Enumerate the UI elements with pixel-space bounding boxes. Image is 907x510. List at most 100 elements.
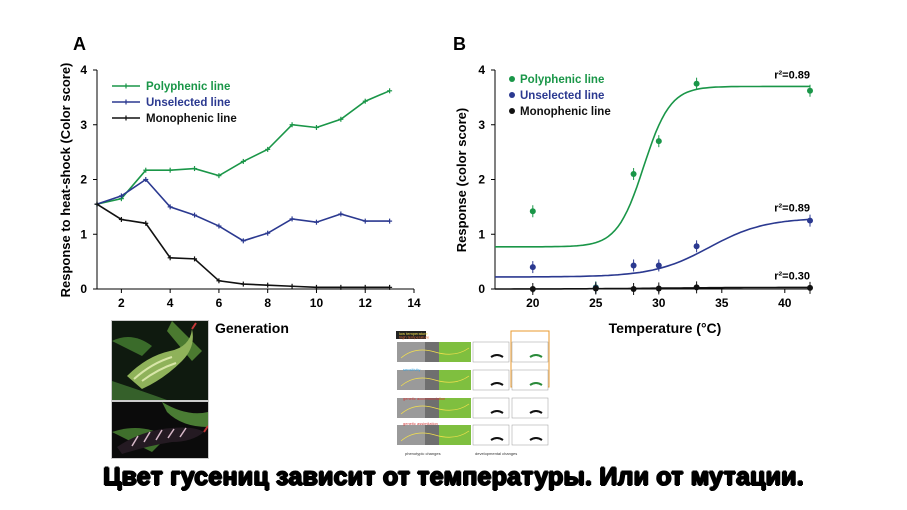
diagram-legend-high: high temperature <box>399 335 430 340</box>
panel-b-letter: B <box>453 34 466 54</box>
diagram-row-box <box>511 397 549 419</box>
panel-a-ytick-label: 3 <box>80 118 87 132</box>
diagram-label-assimilation: genetic assimilation <box>403 421 438 426</box>
panel-b-legend-marker <box>509 92 515 98</box>
panel-b-xlabel: Temperature (°C) <box>609 320 722 336</box>
panel-b-xtick-label: 25 <box>589 296 603 310</box>
panel-b-ytick-label: 1 <box>478 227 485 241</box>
diagram-caterpillar <box>529 437 543 441</box>
diagram-row-green <box>439 370 471 390</box>
diagram-row-box <box>472 369 510 391</box>
diagram-caterpillar <box>529 354 543 358</box>
diagram-row-box <box>511 369 549 391</box>
panel-b-ytick-label: 0 <box>478 282 485 296</box>
panel-b-point <box>807 217 813 224</box>
diagram-row-green <box>439 398 471 418</box>
panel-a-legend-label: Unselected line <box>146 97 230 109</box>
panel-b-point <box>655 262 662 269</box>
panel-a-ytick-label: 0 <box>80 282 87 296</box>
panel-a-xtick-label: 2 <box>118 296 125 310</box>
panel-a-xtick-label: 14 <box>407 296 421 310</box>
panel-b-xtick-label: 35 <box>715 296 729 310</box>
panel-a-ylabel: Response to heat-shock (Color score) <box>58 63 73 298</box>
panel-b-point <box>630 286 637 292</box>
diagram-row-green <box>439 425 471 445</box>
diagram-caterpillar <box>529 410 543 414</box>
diagram-label-accommodation: genetic accommodation <box>403 396 445 401</box>
panel-b-chart: B Response (color score) Temperature (°C… <box>453 34 813 336</box>
panel-b-point <box>592 285 599 292</box>
panel-b-ytick-label: 3 <box>478 118 485 132</box>
diagram-row-box <box>472 424 510 446</box>
panel-b-point <box>529 286 536 292</box>
diagram-label-sensitivity: sensitivity <box>403 367 420 372</box>
panel-a-xtick-label: 4 <box>167 296 174 310</box>
panel-a-ytick-label: 4 <box>80 63 87 77</box>
panel-b-point <box>529 264 536 271</box>
panel-b-point <box>693 243 700 250</box>
panel-a-xlabel: Generation <box>215 320 289 336</box>
diagram-label-phenotypic: phenotypic changes <box>405 451 441 456</box>
panel-b-r2-label: r²=0.89 <box>774 202 810 214</box>
panel-a-xtick-label: 12 <box>359 296 373 310</box>
panel-a-xtick-label: 10 <box>310 296 324 310</box>
panel-b-point <box>630 171 637 178</box>
experiment-diagram: low temperature high temperature phenoty… <box>395 330 550 458</box>
panel-b-fit-curve-1 <box>495 218 811 278</box>
diagram-row-dark <box>425 398 439 418</box>
panel-a-letter: A <box>73 34 86 54</box>
diagram-legend-low: low temperature <box>399 331 428 336</box>
panel-b-point <box>807 87 813 94</box>
diagram-caterpillar <box>490 382 504 386</box>
diagram-row-box <box>511 424 549 446</box>
diagram-caterpillar <box>529 382 543 386</box>
panel-b-point <box>529 208 536 215</box>
caterpillar-green-photo <box>111 320 209 401</box>
panel-a-ytick-label: 1 <box>80 227 87 241</box>
panel-b-point <box>655 285 662 292</box>
diagram-label-developmental: developmental changes <box>475 451 517 456</box>
panel-b-ytick-label: 2 <box>478 173 485 187</box>
caterpillar-black-photo <box>111 401 209 459</box>
panel-b-xtick-label: 20 <box>526 296 540 310</box>
panel-a-series-line-2 <box>96 203 390 289</box>
panel-b-legend-label: Polyphenic line <box>520 74 604 86</box>
diagram-row-box <box>511 341 549 363</box>
diagram-trace <box>400 403 470 415</box>
slide-caption: Цвет гусениц зависит от температуры. Или… <box>103 463 804 491</box>
diagram-row-dark <box>425 342 439 362</box>
diagram-caterpillar <box>490 410 504 414</box>
panel-b-ytick-label: 4 <box>478 63 485 77</box>
panel-b-legend-marker <box>509 76 515 82</box>
panel-a-series-line-0 <box>96 90 390 205</box>
panel-b-legend-marker <box>509 108 515 114</box>
diagram-row-dark <box>425 370 439 390</box>
panel-b-r2-label: r²=0.89 <box>774 69 810 81</box>
diagram-trace <box>400 430 470 442</box>
panel-a-xtick-label: 6 <box>216 296 223 310</box>
panel-b-point <box>630 262 637 269</box>
diagram-row-box <box>472 397 510 419</box>
panel-b-ylabel: Response (color score) <box>454 108 469 253</box>
diagram-row-box <box>472 341 510 363</box>
panel-a-chart: A Response to heat-shock (Color score) G… <box>58 34 421 336</box>
panel-b-point <box>693 80 700 87</box>
panel-b-point <box>693 284 700 291</box>
panel-b-fit-curve-2 <box>495 286 810 290</box>
panel-b-fit-curve-0 <box>495 85 810 248</box>
diagram-trace <box>400 347 470 359</box>
diagram-caterpillar <box>490 354 504 358</box>
panel-a-series-line-1 <box>96 178 390 242</box>
diagram-row-green <box>439 342 471 362</box>
panel-b-point <box>655 138 662 145</box>
panel-b-r2-label: r²=0.30 <box>774 270 810 282</box>
diagram-trace <box>400 375 470 387</box>
panel-a-ytick-label: 2 <box>80 173 87 187</box>
panel-b-point <box>807 284 813 291</box>
panel-b-xtick-label: 30 <box>652 296 666 310</box>
panel-b-legend-label: Unselected line <box>520 90 604 102</box>
panel-a-xtick-label: 8 <box>264 296 271 310</box>
panel-b-legend-label: Monophenic line <box>520 106 611 118</box>
panel-a-legend-label: Monophenic line <box>146 113 237 125</box>
